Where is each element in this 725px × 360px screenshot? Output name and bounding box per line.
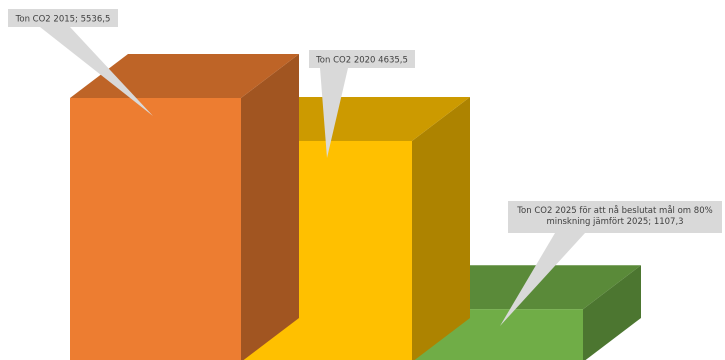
bar-side-face: [412, 96, 470, 360]
bar-side-face: [583, 265, 641, 360]
data-label-callout-1: Ton CO2 2015; 5536,5: [8, 9, 153, 116]
callout-box: [309, 50, 415, 68]
callout-pointer: [320, 68, 348, 158]
data-label-text: Ton CO2 2015; 5536,5: [15, 15, 111, 25]
data-label-text: Ton CO2 2020 4635,5: [315, 56, 408, 66]
bar-front-face: [70, 98, 241, 360]
callout-pointer: [500, 233, 585, 326]
callout-box: [508, 201, 722, 233]
callout-box: [8, 9, 118, 27]
data-label-callout-3: Ton CO2 2025 för att nå beslutat mål om …: [500, 201, 722, 326]
data-label-text: Ton CO2 2025 för att nå beslutat mål om …: [516, 205, 712, 227]
bar-top-face: [70, 54, 299, 98]
data-label-callout-2: Ton CO2 2020 4635,5: [309, 50, 415, 158]
callout-pointer: [40, 27, 153, 116]
bar-1: [70, 54, 299, 360]
bar-side-face: [241, 54, 299, 360]
